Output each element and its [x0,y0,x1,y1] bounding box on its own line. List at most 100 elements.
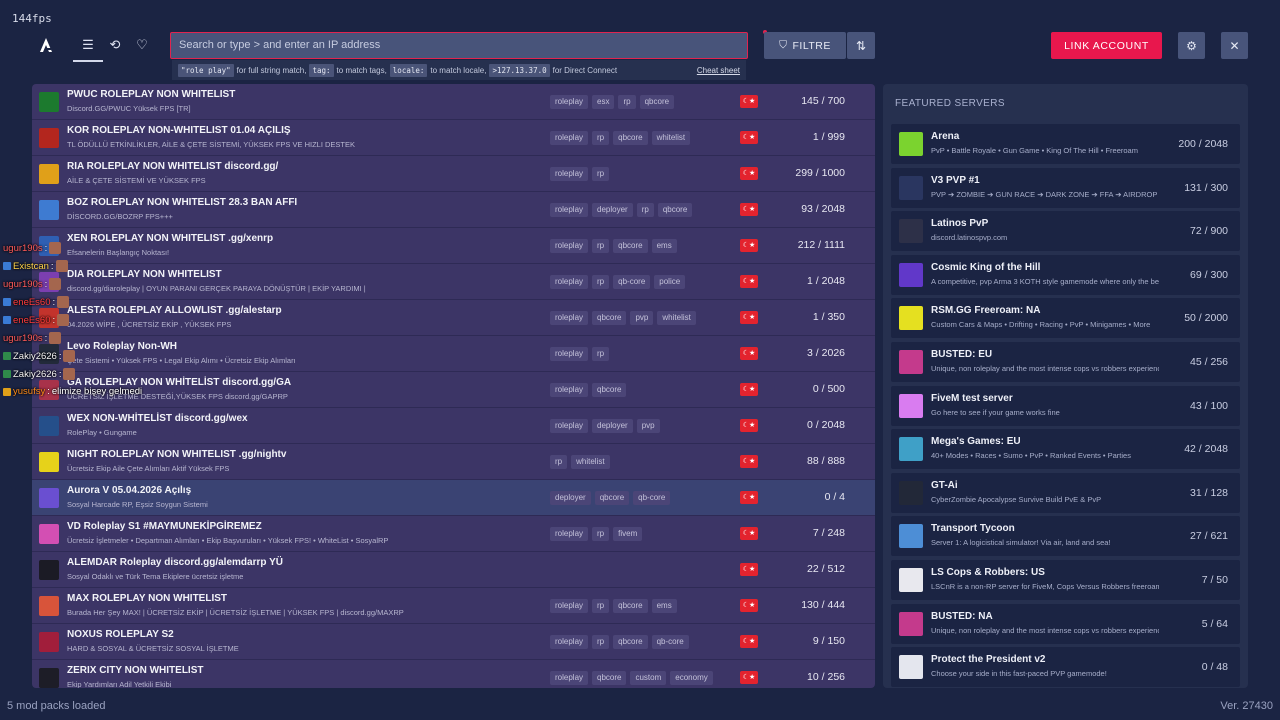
server-row[interactable]: PWUC ROLEPLAY NON WHITELIST Discord.GG/PW… [32,84,875,120]
server-tag[interactable]: roleplay [550,419,589,433]
server-tag[interactable]: qbcore [592,383,627,397]
sort-button[interactable]: ⇅ [847,32,875,59]
server-tag[interactable]: qbcore [594,491,630,505]
server-tag[interactable]: roleplay [550,131,589,145]
server-tag[interactable]: pvp [636,419,660,433]
server-tag[interactable]: whitelist [657,311,696,325]
link-account-button[interactable]: LINK ACCOUNT [1051,32,1162,59]
server-tag[interactable]: rp [592,239,610,253]
server-tag[interactable]: rp [592,527,610,541]
server-row[interactable]: ALEMDAR Roleplay discord.gg/alemdarrp YÜ… [32,552,875,588]
server-row[interactable]: ALESTA ROLEPLAY ALLOWLIST .gg/alestarp 04… [32,300,875,336]
server-tag[interactable]: roleplay [550,239,589,253]
server-tag[interactable]: roleplay [550,635,589,649]
featured-server-item[interactable]: V3 PVP #1 PVP ➔ ZOMBIE ➔ GUN RACE ➔ DARK … [891,167,1240,208]
server-tag[interactable]: economy [670,671,713,685]
server-row[interactable]: ZERIX CITY NON WHITELIST Ekip Yardımları … [32,660,875,688]
server-row[interactable]: Aurora V 05.04.2026 Açılış Sosyal Harcade… [32,480,875,516]
server-tag[interactable]: rp [592,599,610,613]
server-list[interactable]: PWUC ROLEPLAY NON WHITELIST Discord.GG/PW… [32,84,875,688]
server-tag[interactable]: roleplay [550,527,589,541]
search-box[interactable] [170,32,748,59]
server-tag[interactable]: roleplay [550,167,589,181]
server-row[interactable]: WEX NON-WHİTELİST discord.gg/wex RolePlay… [32,408,875,444]
server-tag[interactable]: qbcore [639,95,675,109]
server-tag[interactable]: custom [630,671,667,685]
server-tag[interactable]: rp [592,347,610,361]
server-row[interactable]: BOZ ROLEPLAY NON WHITELIST 28.3 BAN AFFI… [32,192,875,228]
featured-server-item[interactable]: FiveM test server Go here to see if your … [891,385,1240,426]
server-tag[interactable]: roleplay [550,311,589,325]
server-tag[interactable]: rp [592,635,610,649]
server-tag[interactable]: qbcore [613,599,648,613]
server-tag[interactable]: roleplay [550,203,589,217]
server-tag[interactable]: rp [592,275,610,289]
featured-server-item[interactable]: BUSTED: EU Unique, non roleplay and the m… [891,342,1240,382]
server-tag[interactable]: roleplay [550,95,589,109]
featured-server-description: A competitive, pvp Arma 3 KOTH style gam… [931,276,1159,286]
server-row[interactable]: NIGHT ROLEPLAY NON WHITELIST .gg/nightv Ü… [32,444,875,480]
server-tag[interactable]: roleplay [550,347,589,361]
server-tag[interactable]: roleplay [550,671,589,685]
settings-button[interactable]: ⚙ [1178,32,1205,59]
server-tag[interactable]: deployer [550,491,591,505]
server-tag[interactable]: roleplay [550,383,589,397]
featured-server-item[interactable]: RSM.GG Freeroam: NA Custom Cars & Maps • … [891,298,1240,339]
server-tag[interactable]: rp [618,95,636,109]
server-tag[interactable]: qbcore [592,671,627,685]
featured-server-item[interactable]: Latinos PvP discord.latinospvp.com 72 / 90… [891,211,1240,252]
featured-server-item[interactable]: LS Cops & Robbers: US LSCnR is a non-RP s… [891,560,1240,600]
server-tag[interactable]: qbcore [657,203,693,217]
nav-history[interactable]: ⟲ [106,36,124,54]
filter-button[interactable]: ⛉ FILTRE [764,32,846,59]
featured-server-item[interactable]: Mega's Games: EU 40+ Modes • Races • Sumo… [891,429,1240,470]
server-row[interactable]: VD Roleplay S1 #MAYMUNEKİPGİREMEZ Ücretsi… [32,516,875,552]
app-logo[interactable] [36,35,56,55]
search-input[interactable] [179,39,739,51]
server-tag[interactable]: rp [592,167,610,181]
chat-badge-icon [3,352,11,360]
server-tag[interactable]: police [654,275,686,289]
server-row[interactable]: MAX ROLEPLAY NON WHITELIST Burada Her Şey… [32,588,875,624]
server-tag[interactable]: whitelist [651,131,691,145]
server-tag[interactable]: qbcore [613,239,648,253]
server-row[interactable]: XEN ROLEPLAY NON WHITELIST .gg/xenrp Efsa… [32,228,875,264]
server-tag[interactable]: roleplay [550,599,589,613]
server-tag[interactable]: qbcore [613,131,648,145]
server-row[interactable]: Levo Roleplay Non-WH Çete Sistemi • Yükse… [32,336,875,372]
close-button[interactable]: ✕ [1221,32,1248,59]
server-tag[interactable]: deployer [592,419,633,433]
server-tag[interactable]: rp [636,203,654,217]
server-tag[interactable]: pvp [630,311,654,325]
server-row[interactable]: NOXUS ROLEPLAY S2 HARD & SOSYAL & ÜCRETSİ… [32,624,875,660]
server-tag[interactable]: rp [550,455,568,469]
server-tag[interactable]: deployer [592,203,633,217]
server-tag[interactable]: fivem [613,527,643,541]
server-row[interactable]: KOR ROLEPLAY NON-WHITELIST 01.04 AÇILIŞ T… [32,120,875,156]
server-tag[interactable]: rp [592,131,610,145]
featured-server-item[interactable]: Cosmic King of the Hill A competitive, pv… [891,254,1240,295]
server-tag[interactable]: roleplay [550,275,589,289]
featured-server-item[interactable]: BUSTED: NA Unique, non roleplay and the m… [891,603,1240,644]
server-tag[interactable]: qb-core [633,491,671,505]
server-icon [39,632,59,652]
server-row[interactable]: DIA ROLEPLAY NON WHITELIST discord.gg/dia… [32,264,875,300]
cheat-sheet-link[interactable]: Cheat sheet [696,65,740,75]
server-tag[interactable]: qb-core [651,635,689,649]
featured-server-item[interactable]: Arena PvP • Battle Royale • Gun Game • Ki… [891,124,1240,164]
server-tag[interactable]: qbcore [592,311,627,325]
server-tag[interactable]: ems [651,239,677,253]
server-row[interactable]: RIA ROLEPLAY NON WHITELIST discord.gg/Aİ… [32,156,875,192]
server-tag[interactable]: whitelist [571,455,610,469]
server-row[interactable]: GA ROLEPLAY NON WHİTELİST discord.gg/GA Ü… [32,372,875,408]
featured-server-item[interactable]: Protect the President v2 Choose your side… [891,647,1240,688]
featured-server-item[interactable]: GT-Ai CyberZombie Apocalypse Survive Buil… [891,472,1240,513]
server-tag[interactable]: esx [592,95,615,109]
nav-servers-list[interactable]: ☰ [73,36,103,62]
server-tag[interactable]: qb-core [613,275,651,289]
featured-server-item[interactable]: Transport Tycoon Server 1: A logicistical… [891,516,1240,557]
server-name: XEN ROLEPLAY NON WHITELIST .gg/xenrp [67,233,274,244]
server-tag[interactable]: qbcore [613,635,648,649]
nav-favorites[interactable]: ♡ [133,36,151,54]
server-tag[interactable]: ems [651,599,677,613]
